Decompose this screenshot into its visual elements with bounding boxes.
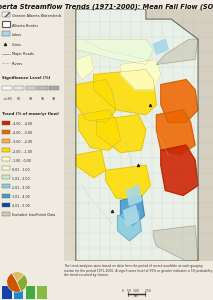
Bar	[2, 212, 10, 216]
Bar	[2, 121, 10, 125]
Bar	[37, 86, 48, 90]
Text: 1.01 - 2.00: 1.01 - 2.00	[12, 177, 29, 181]
Text: 4.01 - 5.00: 4.01 - 5.00	[12, 204, 29, 208]
Polygon shape	[153, 39, 168, 54]
Bar	[2, 286, 12, 299]
Bar	[26, 286, 35, 299]
Polygon shape	[127, 185, 141, 206]
Bar	[2, 130, 10, 134]
Polygon shape	[161, 80, 198, 122]
Text: 80: 80	[17, 98, 21, 101]
Polygon shape	[79, 110, 121, 150]
Bar	[2, 184, 10, 188]
Polygon shape	[146, 9, 213, 39]
Text: Excluded: Insufficient Data: Excluded: Insufficient Data	[12, 213, 55, 217]
Bar	[2, 148, 10, 152]
Bar	[2, 166, 10, 170]
Text: -4.50 - -4.00: -4.50 - -4.00	[12, 122, 32, 126]
Wedge shape	[7, 273, 21, 292]
Text: km: km	[134, 294, 139, 298]
Polygon shape	[124, 206, 138, 226]
Polygon shape	[153, 226, 198, 261]
Text: 3.01 - 4.00: 3.01 - 4.00	[12, 195, 29, 199]
Text: <=80: <=80	[2, 98, 12, 101]
Text: Significance Level (%): Significance Level (%)	[2, 76, 50, 80]
Polygon shape	[121, 196, 144, 226]
Text: 99: 99	[52, 98, 56, 101]
Wedge shape	[17, 274, 27, 291]
Bar	[2, 175, 10, 179]
Text: Rivers: Rivers	[12, 62, 23, 66]
Polygon shape	[94, 70, 156, 115]
Wedge shape	[12, 272, 24, 282]
Text: 0   50  100      250: 0 50 100 250	[122, 289, 151, 293]
Bar	[2, 31, 10, 36]
Text: -3.00 - -2.00: -3.00 - -2.00	[12, 140, 32, 144]
Bar	[2, 86, 12, 90]
Polygon shape	[97, 115, 146, 153]
Polygon shape	[156, 39, 198, 64]
Polygon shape	[64, 9, 76, 261]
Text: Greater Alberta Watersheds: Greater Alberta Watersheds	[12, 14, 61, 18]
Bar	[2, 194, 10, 197]
Text: Alberta Border: Alberta Border	[12, 24, 37, 28]
Bar	[14, 286, 23, 299]
Bar	[37, 286, 47, 299]
Text: -1.00 - 0.00: -1.00 - 0.00	[12, 159, 30, 163]
Polygon shape	[198, 39, 213, 261]
Polygon shape	[121, 59, 161, 90]
Text: 2.01 - 3.00: 2.01 - 3.00	[12, 186, 29, 190]
Text: -4.00 - -3.00: -4.00 - -3.00	[12, 131, 32, 135]
Text: The trend analyses were based on data from the period of record available at eac: The trend analyses were based on data fr…	[64, 264, 212, 277]
Polygon shape	[76, 54, 94, 80]
Text: 90: 90	[29, 98, 33, 101]
Bar	[2, 157, 10, 161]
Bar	[2, 202, 10, 207]
Polygon shape	[156, 110, 195, 155]
Polygon shape	[76, 80, 116, 122]
Text: 95: 95	[40, 98, 45, 101]
Text: Lakes: Lakes	[12, 33, 22, 37]
Text: Trend (% of mean/yr flow): Trend (% of mean/yr flow)	[2, 112, 59, 116]
Text: Cities: Cities	[12, 43, 22, 47]
Bar	[2, 21, 10, 27]
Bar	[26, 86, 36, 90]
Bar	[49, 86, 59, 90]
Text: Major Roads: Major Roads	[12, 52, 33, 56]
Polygon shape	[76, 150, 106, 178]
Polygon shape	[118, 211, 141, 241]
Bar	[2, 11, 10, 17]
Polygon shape	[76, 39, 153, 64]
Polygon shape	[76, 9, 198, 261]
Text: Alberta Streamflow Trends (1971-2000): Mean Fall Flow (SON): Alberta Streamflow Trends (1971-2000): M…	[0, 4, 213, 10]
Text: -2.00 - -1.00: -2.00 - -1.00	[12, 149, 32, 154]
Text: 0.01 - 1.00: 0.01 - 1.00	[12, 168, 29, 172]
Bar	[14, 86, 24, 90]
Polygon shape	[106, 165, 150, 200]
Bar	[2, 139, 10, 143]
Polygon shape	[161, 145, 198, 196]
